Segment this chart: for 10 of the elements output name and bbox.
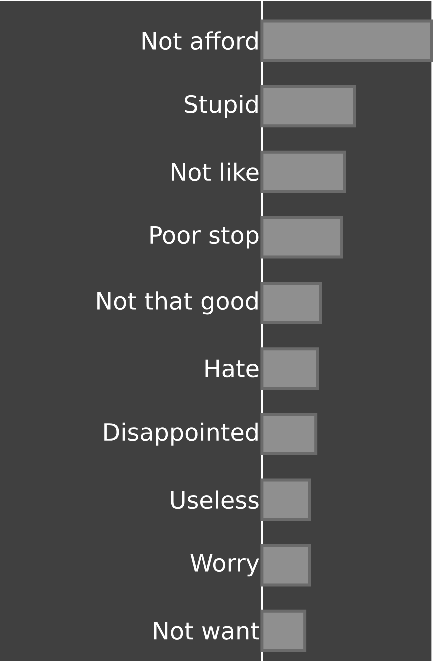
y-tick-label: Poor stop	[150, 226, 259, 249]
y-tick-label: Not afford	[142, 32, 258, 50]
y-tick-label: Disappointed	[104, 422, 258, 446]
y-tick-label: Stupid	[185, 94, 258, 118]
y-tick-label: Not that good	[98, 292, 258, 315]
y-tick-label: Hate	[206, 360, 259, 378]
y-tick-label: Useless	[171, 490, 259, 510]
y-tick-label: Not like	[172, 162, 259, 182]
y-tick-label: Not want	[154, 622, 260, 640]
y-tick-label: Worry	[190, 554, 260, 577]
